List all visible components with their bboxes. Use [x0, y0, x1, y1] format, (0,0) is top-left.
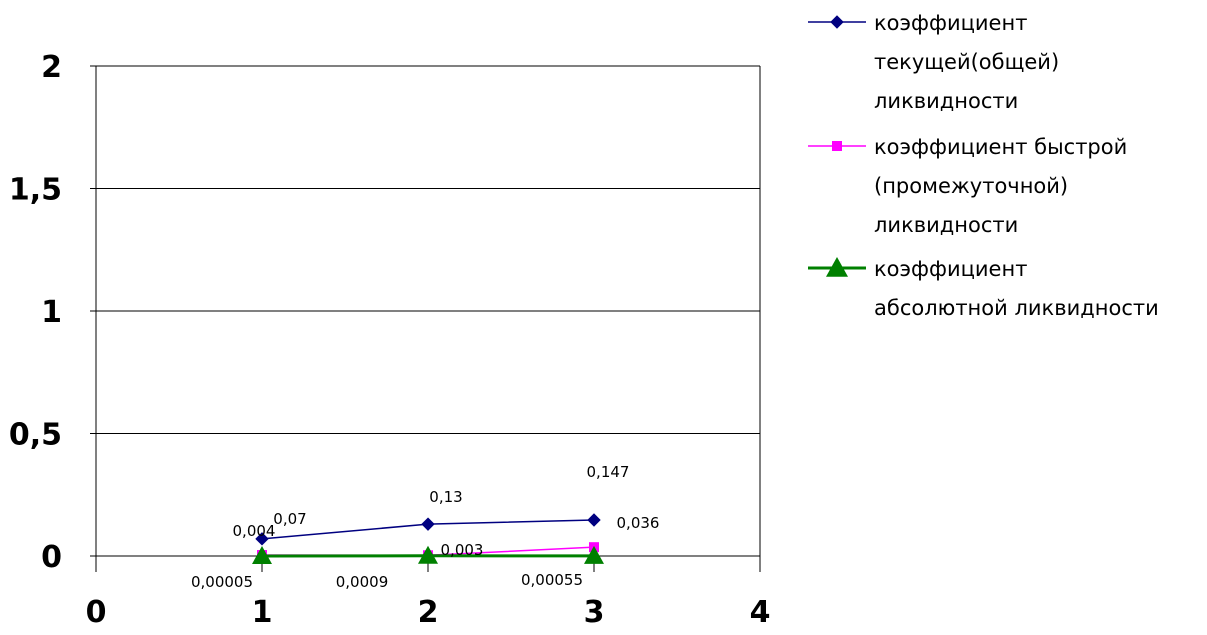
data-point-absolute-liquidity [418, 545, 438, 564]
legend-swatch-marker [830, 15, 844, 29]
legend-label: текущей(общей) [874, 50, 1059, 74]
y-tick-label: 0 [41, 540, 62, 575]
legend-label: ликвидности [874, 213, 1018, 237]
data-label-current-liquidity: 0,07 [273, 510, 306, 528]
y-tick-label: 0,5 [9, 418, 62, 453]
y-tick-label: 2 [41, 50, 62, 85]
data-label-quick-liquidity: 0,004 [233, 522, 276, 540]
data-point-current-liquidity [421, 517, 435, 531]
x-tick-label: 0 [86, 595, 107, 630]
data-point-current-liquidity [255, 532, 269, 546]
legend-item-quick-liquidity: коэффициент быстрой (промежуточной) ликвид… [808, 135, 1127, 237]
axes [90, 65, 761, 572]
data-point-current-liquidity [587, 513, 601, 527]
y-tick-label: 1,5 [9, 173, 62, 208]
x-axis-tick-labels: 0 1 2 3 4 [86, 595, 771, 630]
data-label-absolute-liquidity: 0,0009 [336, 573, 389, 591]
data-label-quick-liquidity: 0,036 [617, 514, 660, 532]
data-labels: 0,07 0,13 0,147 0,004 0,003 0,036 0,00005 0,000… [191, 463, 659, 591]
data-point-absolute-liquidity [252, 545, 272, 564]
legend-swatch-marker [832, 141, 842, 151]
y-axis-tick-labels: 0 0,5 1 1,5 2 [9, 50, 62, 575]
legend-item-current-liquidity: коэффициент текущей(общей) ликвидности [808, 11, 1059, 113]
data-point-absolute-liquidity [584, 545, 604, 564]
legend-item-absolute-liquidity: коэффициент абсолютной ликвидности [808, 257, 1159, 320]
legend-label: (промежуточной) [874, 174, 1068, 198]
legend-label: коэффициент [874, 11, 1027, 35]
legend-label: ликвидности [874, 89, 1018, 113]
data-label-absolute-liquidity: 0,00005 [191, 573, 253, 591]
legend-swatch-marker [826, 257, 848, 277]
series-layer [252, 513, 604, 564]
x-tick-label: 3 [584, 595, 605, 630]
series-current-liquidity [255, 513, 601, 546]
data-label-absolute-liquidity: 0,00055 [521, 571, 583, 589]
legend-label: коэффициент быстрой [874, 135, 1127, 159]
y-tick-label: 1 [41, 295, 62, 330]
grid-lines [96, 65, 761, 557]
legend: коэффициенттекущей(общей)ликвидностикоэф… [808, 11, 1159, 320]
data-label-quick-liquidity: 0,003 [441, 541, 484, 559]
x-tick-label: 1 [252, 595, 273, 630]
data-label-current-liquidity: 0,147 [587, 463, 630, 481]
legend-label: абсолютной ликвидности [874, 296, 1159, 320]
legend-label: коэффициент [874, 257, 1027, 281]
x-tick-label: 4 [750, 595, 771, 630]
series-absolute-liquidity [252, 545, 604, 564]
x-tick-label: 2 [418, 595, 439, 630]
data-label-current-liquidity: 0,13 [429, 488, 462, 506]
